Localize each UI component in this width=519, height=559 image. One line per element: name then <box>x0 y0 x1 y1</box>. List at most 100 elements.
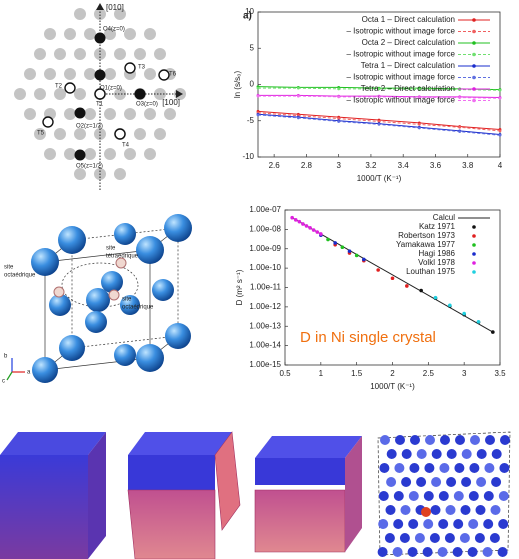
x-tick-label: 1 <box>319 369 324 378</box>
atom <box>401 505 411 515</box>
site-dot <box>104 148 116 160</box>
data-point <box>301 222 305 226</box>
site-dot <box>124 108 136 120</box>
site-label: tétraédrique <box>106 254 139 260</box>
atom <box>385 533 395 543</box>
legend-marker <box>472 64 476 68</box>
site-label: O2(z=1/2) <box>76 124 103 130</box>
atom <box>453 547 463 557</box>
atom <box>447 449 457 459</box>
site-dot <box>84 68 96 80</box>
site-dot <box>144 148 156 160</box>
site-dot <box>84 28 96 40</box>
data-point <box>499 89 502 92</box>
atom <box>424 491 434 501</box>
atom <box>417 449 427 459</box>
data-point <box>391 276 395 280</box>
atom <box>454 491 464 501</box>
atom <box>431 477 441 487</box>
legend-label: Volkl 1978 <box>418 258 455 267</box>
site-label: site <box>106 246 116 252</box>
legend-label: Louthan 1975 <box>406 267 455 276</box>
atom <box>461 505 471 515</box>
atom <box>453 519 463 529</box>
data-point <box>378 123 381 126</box>
tetra-site <box>125 63 135 73</box>
tetra-site <box>159 70 169 80</box>
data-point <box>448 304 452 308</box>
interstitial-site <box>54 287 64 297</box>
atom <box>499 491 509 501</box>
x-tick-label: 1.5 <box>351 369 363 378</box>
legend-label: Tetra 1 – Direct calculation <box>361 61 455 70</box>
site-dot <box>154 128 166 140</box>
data-point <box>362 258 366 262</box>
y-axis-label: D (m² s⁻¹) <box>235 269 244 305</box>
data-point <box>499 130 502 133</box>
site-dot <box>24 68 36 80</box>
legend-label: – Isotropic without image force <box>347 96 456 105</box>
box-top <box>0 432 106 455</box>
legend-marker <box>472 99 476 103</box>
legend-marker <box>472 261 476 265</box>
stereographic-diagram: [010][100]O4(z=0)O1(z=0)O3(z=0)O2(z=1/2)… <box>14 3 186 190</box>
data-point <box>376 268 380 272</box>
site-dot <box>154 48 166 60</box>
data-point <box>294 218 298 222</box>
data-point <box>257 114 260 117</box>
data-point <box>290 216 294 220</box>
legend-marker <box>472 53 476 57</box>
atom <box>393 519 403 529</box>
atom <box>500 435 510 445</box>
atom <box>455 435 465 445</box>
axis-c <box>7 372 12 380</box>
atom <box>423 547 433 557</box>
atom <box>402 449 412 459</box>
site-label: T2 <box>55 84 63 90</box>
atom <box>431 505 441 515</box>
atom <box>378 547 388 557</box>
hydrogen <box>421 507 431 517</box>
atom <box>400 533 410 543</box>
atom <box>483 519 493 529</box>
site-dot <box>64 68 76 80</box>
site-dot <box>144 28 156 40</box>
atom <box>379 491 389 501</box>
data-point <box>458 130 461 133</box>
atom <box>114 223 136 245</box>
site-dot <box>44 68 56 80</box>
x-tick-label: 3 <box>462 369 467 378</box>
site-dot <box>84 108 96 120</box>
atom <box>498 547 508 557</box>
atom <box>460 533 470 543</box>
atom <box>401 477 411 487</box>
box-lower <box>128 490 215 559</box>
data-point <box>337 120 340 123</box>
atom <box>114 344 136 366</box>
site-dot <box>54 128 66 140</box>
atom <box>379 463 389 473</box>
atom <box>58 226 86 254</box>
atom <box>477 449 487 459</box>
box-upper <box>255 458 345 485</box>
simulation-boxes <box>0 432 510 559</box>
atom <box>475 533 485 543</box>
box-lower <box>255 490 345 552</box>
x-tick-label: 3 <box>336 161 341 170</box>
x-tick-label: 3.6 <box>430 161 442 170</box>
y-tick-label: 1.00e-07 <box>249 205 281 214</box>
legend-label: – Isotropic without image force <box>347 27 456 36</box>
x-tick-label: 0.5 <box>279 369 291 378</box>
x-tick-label: 3.8 <box>462 161 474 170</box>
box-upper <box>128 455 215 490</box>
atom <box>85 311 107 333</box>
site-dot <box>124 28 136 40</box>
box-top <box>128 432 232 455</box>
site-dot <box>104 108 116 120</box>
atom <box>498 519 508 529</box>
legend-marker <box>472 18 476 22</box>
atom <box>136 236 164 264</box>
atom <box>395 435 405 445</box>
data-point <box>319 232 323 236</box>
site-dot <box>114 48 126 60</box>
